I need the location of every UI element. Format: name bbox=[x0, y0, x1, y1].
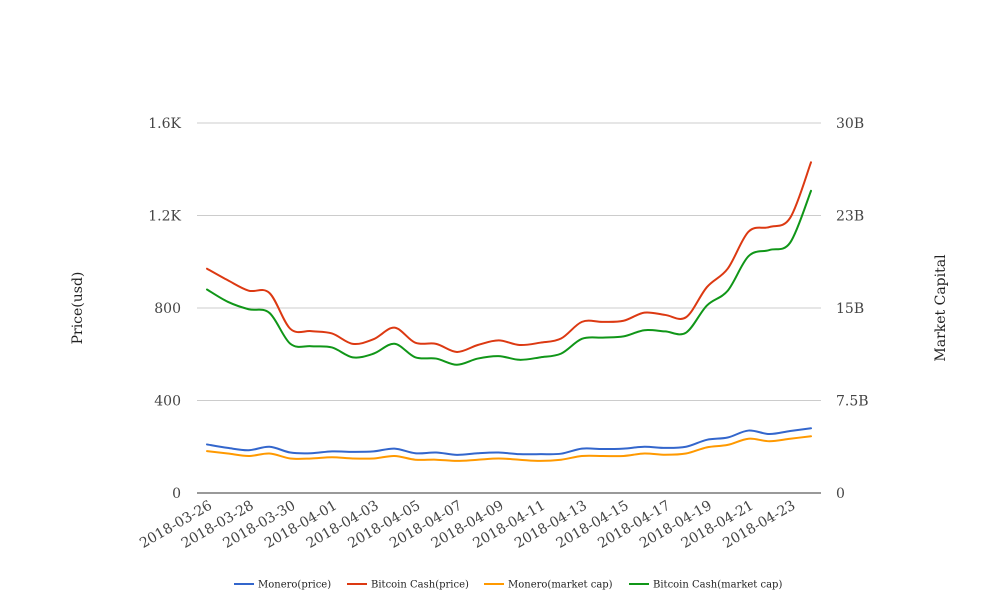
x-axis-ticks: 2018-03-262018-03-282018-03-302018-04-01… bbox=[137, 498, 798, 552]
right-tick-label: 7.5B bbox=[836, 394, 869, 410]
right-tick-label: 15B bbox=[836, 301, 864, 317]
series-line-monero-price bbox=[206, 427, 812, 456]
gridlines bbox=[197, 122, 821, 494]
left-tick-label: 0 bbox=[172, 486, 181, 502]
legend-label: Bitcoin Cash(price) bbox=[371, 580, 469, 591]
legend-label: Monero(price) bbox=[258, 580, 331, 591]
right-tick-label: 30B bbox=[836, 116, 864, 132]
right-axis-title: Market Capital bbox=[933, 254, 949, 362]
left-axis-ticks: 0 400 800 1.2K 1.6K bbox=[148, 116, 181, 502]
left-tick-label: 800 bbox=[154, 301, 181, 317]
right-axis-ticks: 0 7.5B 15B 23B 30B bbox=[836, 116, 869, 502]
legend-label: Bitcoin Cash(market cap) bbox=[653, 580, 782, 591]
series-line-bitcoin-cash-price bbox=[206, 161, 812, 353]
left-tick-label: 1.2K bbox=[148, 209, 181, 225]
left-tick-label: 400 bbox=[154, 394, 181, 410]
left-axis-title: Price(usd) bbox=[70, 272, 86, 345]
left-tick-label: 1.6K bbox=[148, 116, 181, 132]
right-tick-label: 0 bbox=[836, 486, 845, 502]
legend-label: Monero(market cap) bbox=[508, 580, 613, 591]
series-line-monero-market-cap bbox=[206, 435, 812, 462]
series-lines bbox=[206, 161, 812, 462]
right-tick-label: 23B bbox=[836, 209, 864, 225]
series-line-bitcoin-cash-market-cap bbox=[206, 189, 812, 366]
legend: Monero(price) Bitcoin Cash(price) Monero(m… bbox=[234, 580, 782, 591]
